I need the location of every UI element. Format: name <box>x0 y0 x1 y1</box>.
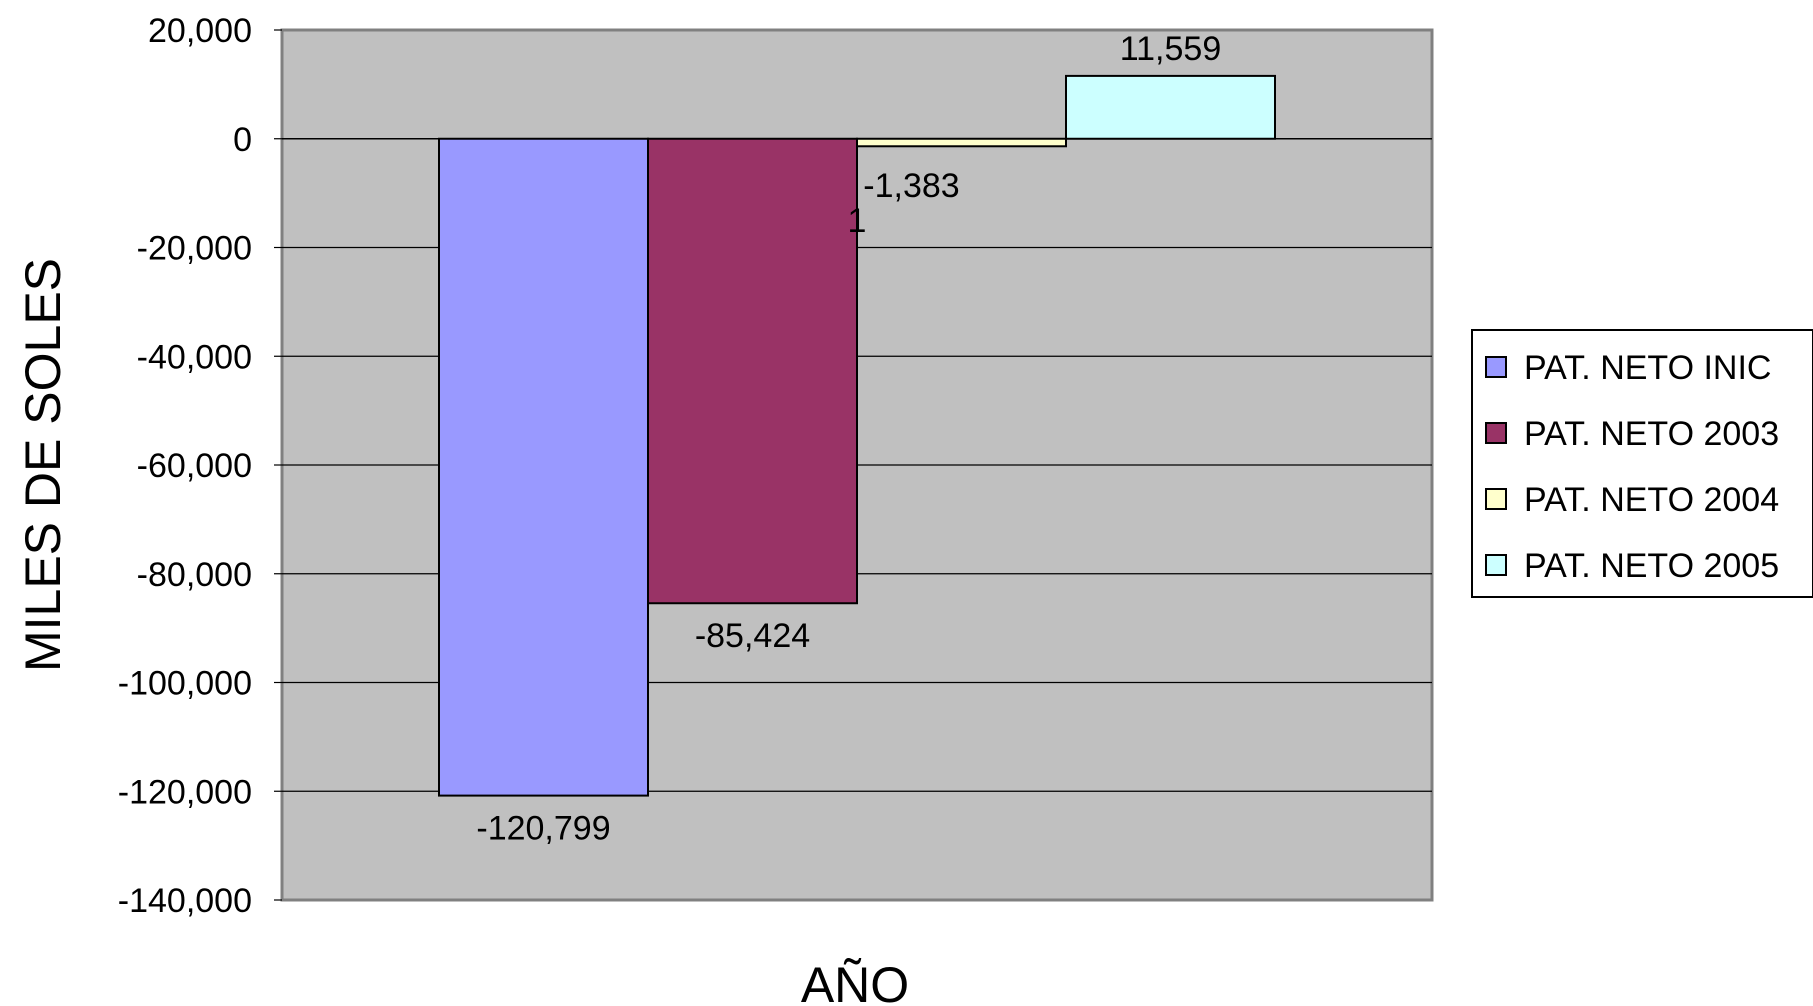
y-tick-label: 20,000 <box>148 12 252 50</box>
y-tick-label: -100,000 <box>118 665 252 703</box>
legend-swatch <box>1485 356 1507 378</box>
bar-1 <box>438 137 649 797</box>
y-tick-label: -60,000 <box>137 447 252 485</box>
x-axis-title: AÑO <box>801 957 909 1006</box>
y-tick-label: -120,000 <box>118 773 252 811</box>
data-label: -85,424 <box>695 617 810 655</box>
y-tick-label: 0 <box>233 121 252 159</box>
legend-label: PAT. NETO 2005 <box>1524 547 1779 585</box>
legend-swatch <box>1485 554 1507 576</box>
bar-4 <box>1065 74 1276 140</box>
y-tick-label: -40,000 <box>137 338 252 376</box>
legend-swatch <box>1485 488 1507 510</box>
legend-box <box>1471 329 1813 598</box>
y-tick-label: -20,000 <box>137 230 252 268</box>
y-tick-label: -80,000 <box>137 556 252 594</box>
category-label: 1 <box>848 202 867 240</box>
legend: PAT. NETO INIC PAT. NETO 2003 PAT. NETO 20… <box>1471 329 1813 598</box>
bar-3 <box>856 137 1067 148</box>
bars <box>438 74 1276 797</box>
y-axis-ticks: 20,000 0 -20,000 -40,000 -60,000 -80,000 -100,… <box>118 12 282 920</box>
y-tick-label: -140,000 <box>118 882 252 920</box>
legend-label: PAT. NETO INIC <box>1524 349 1771 387</box>
bar-2 <box>647 137 858 605</box>
legend-label: PAT. NETO 2004 <box>1524 481 1779 519</box>
legend-swatch <box>1485 422 1507 444</box>
legend-label: PAT. NETO 2003 <box>1524 415 1779 453</box>
data-label: -120,799 <box>476 810 610 848</box>
y-axis-title: MILES DE SOLES <box>15 258 71 672</box>
data-label: -1,383 <box>863 167 959 205</box>
data-labels: -120,799 -85,424 -1,383 11,559 <box>476 30 1221 848</box>
data-label: 11,559 <box>1120 30 1221 68</box>
